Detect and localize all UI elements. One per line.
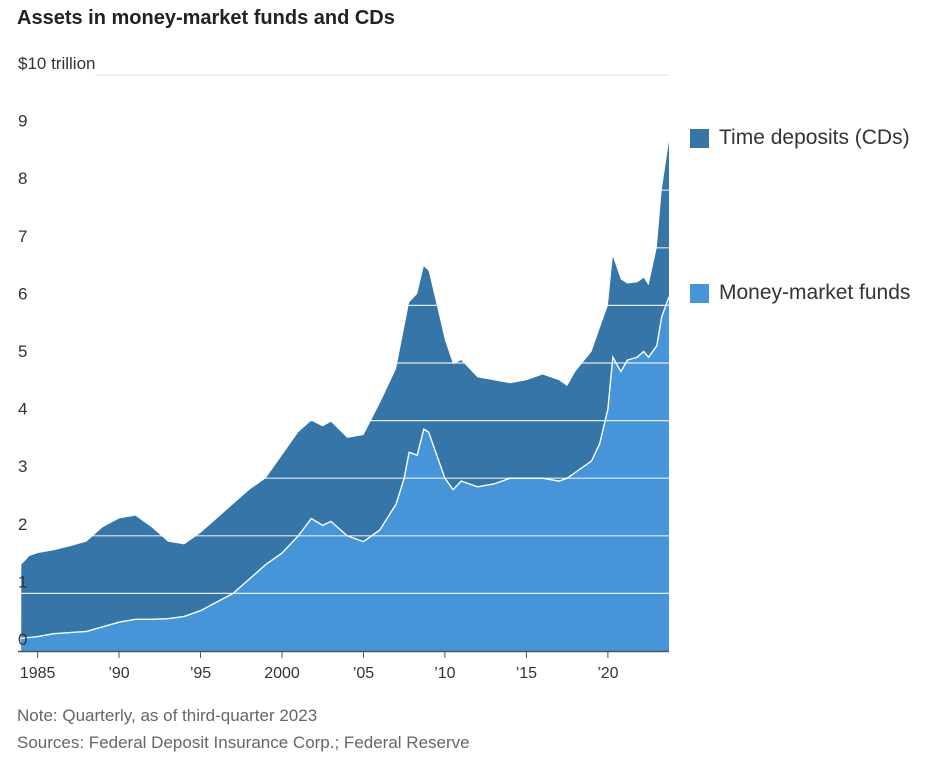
y-tick-label-6: 6 bbox=[18, 284, 27, 303]
y-unit-label: $10 trillion bbox=[18, 54, 96, 73]
mmf-boundary-line bbox=[21, 296, 670, 639]
x-axis-ticks: 1985 ’90 ’95 2000 ’05 ’10 ’15 ’20 bbox=[20, 651, 619, 682]
mmf-area bbox=[21, 296, 669, 651]
y-axis-labels: 0 1 2 3 4 5 6 7 8 9 $10 trillion bbox=[18, 54, 96, 649]
x-tick-label-2010: ’10 bbox=[434, 665, 455, 682]
y-tick-label-0: 0 bbox=[18, 630, 27, 649]
area-layer bbox=[21, 141, 670, 651]
x-tick-label-1990: ’90 bbox=[108, 665, 129, 682]
chart-sources: Sources: Federal Deposit Insurance Corp.… bbox=[17, 733, 470, 752]
y-tick-label-3: 3 bbox=[18, 457, 27, 476]
x-tick-label-2020: ’20 bbox=[597, 665, 618, 682]
y-tick-label-7: 7 bbox=[18, 227, 27, 246]
y-tick-label-4: 4 bbox=[18, 400, 27, 419]
gridlines bbox=[18, 74, 669, 595]
legend-label-cds: Time deposits (CDs) bbox=[719, 126, 910, 149]
y-tick-label-5: 5 bbox=[18, 342, 27, 361]
y-tick-label-1: 1 bbox=[18, 572, 27, 591]
legend-item-mmf: Money-market funds bbox=[690, 281, 910, 305]
y-tick-label-9: 9 bbox=[18, 112, 27, 131]
chart-note: Note: Quarterly, as of third-quarter 202… bbox=[17, 706, 318, 725]
y-tick-label-2: 2 bbox=[18, 515, 27, 534]
x-tick-label-1985: 1985 bbox=[20, 665, 56, 682]
legend-swatch-cds bbox=[690, 128, 709, 148]
legend-item-cds: Time deposits (CDs) bbox=[690, 126, 910, 150]
legend-swatch-mmf bbox=[690, 283, 709, 303]
x-tick-label-2000: 2000 bbox=[264, 665, 300, 682]
legend-label-mmf: Money-market funds bbox=[719, 281, 911, 304]
x-tick-label-2005: ’05 bbox=[353, 665, 374, 682]
y-tick-label-8: 8 bbox=[18, 169, 27, 188]
x-tick-label-2015: ’15 bbox=[516, 665, 537, 682]
x-tick-label-1995: ’95 bbox=[190, 665, 211, 682]
chart-title: Assets in money-market funds and CDs bbox=[17, 7, 395, 29]
